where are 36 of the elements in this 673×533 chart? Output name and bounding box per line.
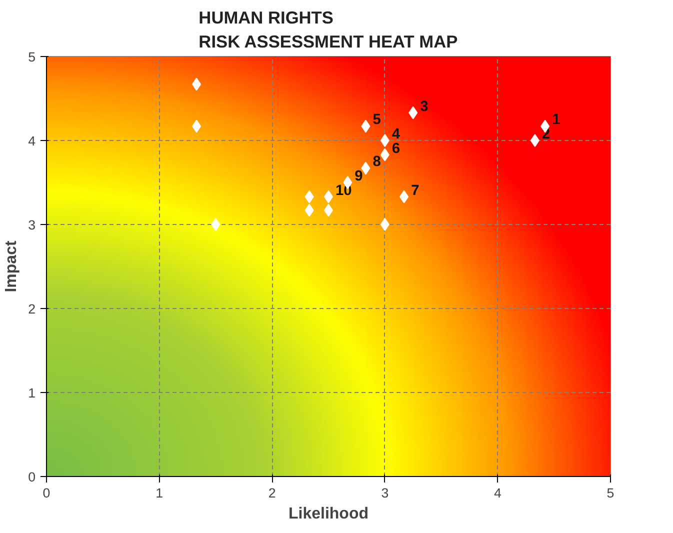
annotation: 4 xyxy=(392,126,401,142)
x-tick-label: 5 xyxy=(606,486,614,500)
y-tick-label: 1 xyxy=(28,386,36,400)
point xyxy=(361,120,370,133)
point xyxy=(380,134,390,147)
point xyxy=(192,78,202,91)
x-axis-title: Likelihood xyxy=(288,506,368,522)
y-axis-title: Impact xyxy=(3,240,20,292)
annotation: 7 xyxy=(411,182,420,199)
y-tick-label: 3 xyxy=(28,218,36,232)
x-tick-label: 1 xyxy=(156,486,164,500)
point xyxy=(530,134,540,147)
annotation: 3 xyxy=(420,98,428,115)
point xyxy=(380,218,390,231)
point xyxy=(304,204,314,217)
annotation: 8 xyxy=(372,154,381,170)
chart-title: HUMAN RIGHTS RISK ASSESSMENT HEAT MAP xyxy=(198,8,458,52)
annotation: 1 xyxy=(552,112,560,128)
y-tick-label: 0 xyxy=(28,470,36,484)
annotation: 6 xyxy=(392,140,400,157)
point xyxy=(408,106,418,120)
y-tick-label: 4 xyxy=(28,134,36,148)
x-tick-label: 4 xyxy=(494,486,502,500)
point xyxy=(361,162,370,175)
annotation: 9 xyxy=(354,168,363,184)
x-tick-label: 3 xyxy=(381,486,389,500)
annotation: 5 xyxy=(372,112,381,128)
y-tick-label: 2 xyxy=(28,302,36,316)
point xyxy=(304,190,314,204)
y-tick-label: 5 xyxy=(28,50,36,64)
point xyxy=(400,190,409,204)
x-tick-label: 0 xyxy=(42,486,50,500)
point xyxy=(380,148,390,162)
x-tick-label: 2 xyxy=(268,486,276,500)
point xyxy=(211,218,220,231)
point xyxy=(192,120,202,133)
